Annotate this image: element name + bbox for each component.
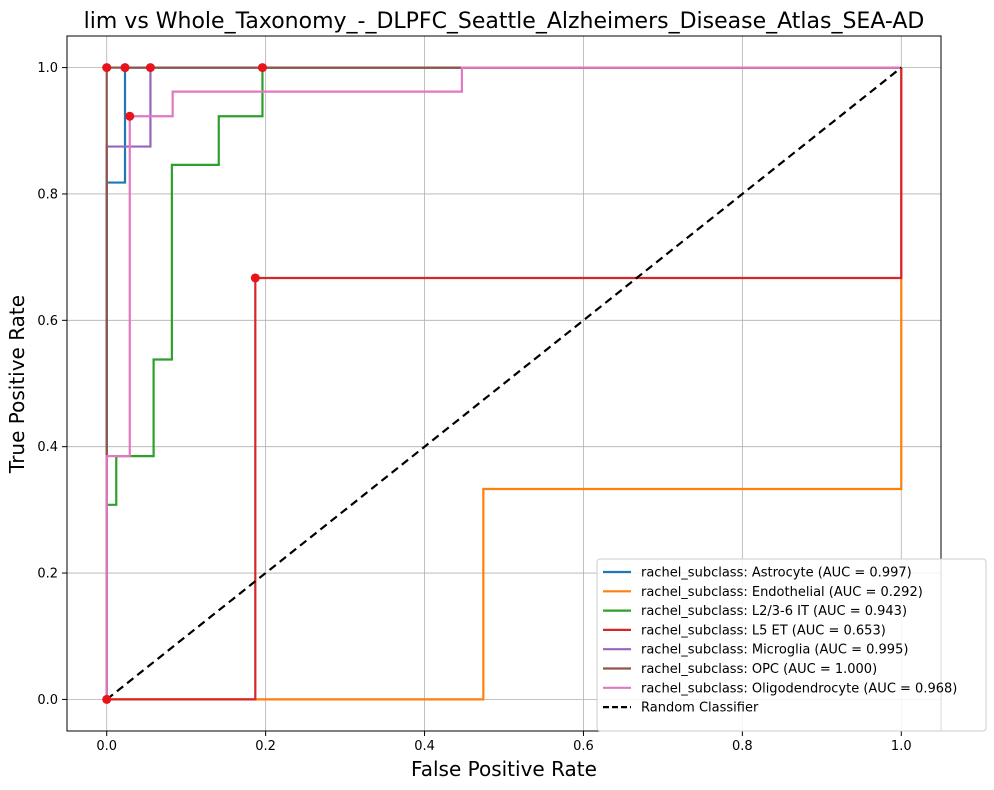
legend-label: Random Classifier <box>641 701 759 716</box>
roc-curve-line <box>105 66 902 700</box>
optimal-threshold-marker <box>125 111 135 121</box>
legend-label: rachel_subclass: L2/3-6 IT (AUC = 0.943) <box>641 604 907 619</box>
y-tick-label: 0.6 <box>37 314 58 329</box>
optimal-threshold-marker <box>102 694 112 704</box>
optimal-threshold-marker <box>145 63 155 73</box>
y-tick-label: 0.4 <box>37 440 58 455</box>
legend-label: rachel_subclass: Oligodendrocyte (AUC = … <box>641 681 957 696</box>
x-tick-label: 0.2 <box>255 739 276 754</box>
x-tick-label: 1.0 <box>891 739 912 754</box>
random-classifier-line <box>106 66 902 701</box>
y-tick-label: 1.0 <box>37 61 58 76</box>
optimal-threshold-marker <box>250 273 260 283</box>
y-axis-title: True Positive Rate <box>5 295 29 474</box>
legend: rachel_subclass: Astrocyte (AUC = 0.997)… <box>596 558 987 732</box>
x-tick-label: 0.6 <box>573 739 594 754</box>
optimal-threshold-marker <box>120 63 130 73</box>
roc-curve-line <box>106 67 903 701</box>
x-tick-label: 0.0 <box>96 739 117 754</box>
x-tick-label: 0.8 <box>732 739 753 754</box>
legend-label: rachel_subclass: Endothelial (AUC = 0.29… <box>641 585 923 600</box>
y-tick-label: 0.2 <box>37 567 58 582</box>
optimal-threshold-marker <box>102 63 112 73</box>
chart-title: lim vs Whole_Taxonomy_-_DLPFC_Seattle_Al… <box>84 9 925 34</box>
optimal-threshold-marker <box>257 63 267 73</box>
legend-label: rachel_subclass: L5 ET (AUC = 0.653) <box>641 623 886 638</box>
roc-curve-line <box>105 66 902 700</box>
x-tick-label: 0.4 <box>414 739 435 754</box>
y-tick-label: 0.0 <box>37 693 58 708</box>
legend-label: rachel_subclass: Astrocyte (AUC = 0.997) <box>641 566 912 581</box>
legend-box <box>596 558 987 732</box>
x-axis-title: False Positive Rate <box>411 757 597 781</box>
legend-label: rachel_subclass: OPC (AUC = 1.000) <box>641 662 877 677</box>
axis-ticks: 0.0 0.2 0.4 0.6 0.8 1.0 0.0 0.2 0.4 0.6 0.8 1.0 <box>37 61 911 754</box>
y-tick-label: 0.8 <box>37 187 58 202</box>
legend-label: rachel_subclass: Microglia (AUC = 0.995) <box>641 643 908 658</box>
markers-layer <box>102 63 267 704</box>
plot-frame <box>66 35 942 732</box>
